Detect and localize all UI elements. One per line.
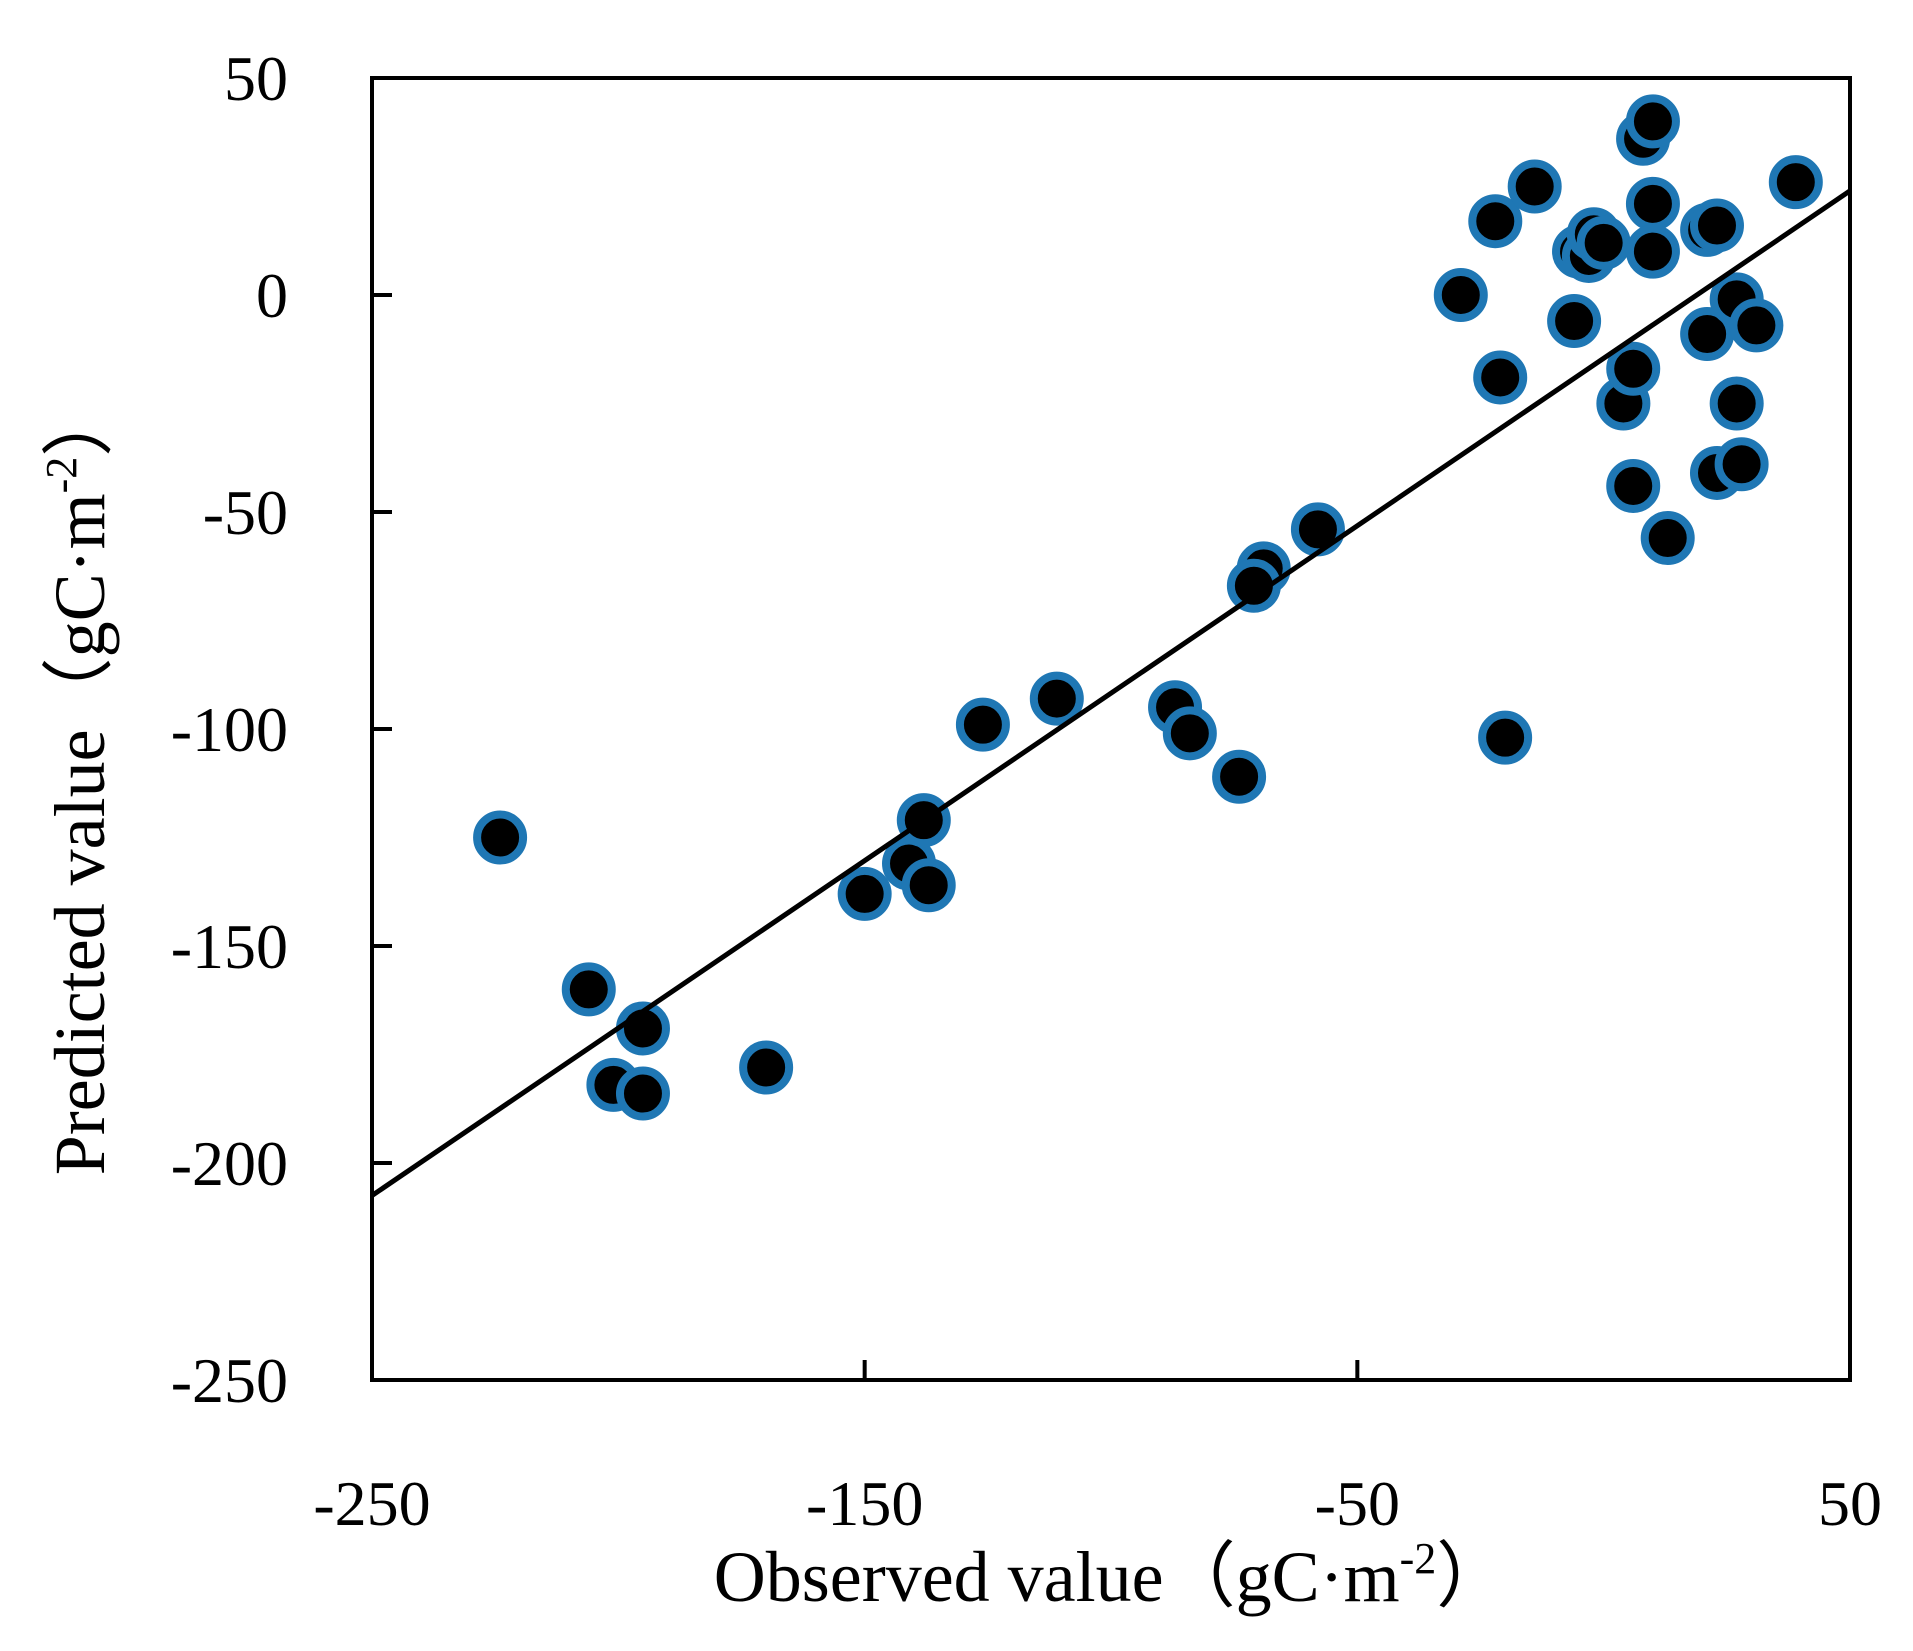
y-tick-label: 50 xyxy=(224,43,288,114)
data-point-45 xyxy=(1768,155,1823,210)
y-tick-label: -250 xyxy=(171,1345,288,1416)
x-tick-label: -250 xyxy=(313,1468,430,1539)
data-point-20 xyxy=(1468,194,1523,249)
y-tick-label: 0 xyxy=(256,260,288,331)
data-point-21 xyxy=(1473,350,1528,405)
data-point-33 xyxy=(1625,94,1680,149)
data-point-39 xyxy=(1689,198,1744,253)
x-tick-label: -50 xyxy=(1315,1468,1400,1539)
fit-line xyxy=(370,188,1852,1198)
data-point-7 xyxy=(837,866,892,921)
data-point-30 xyxy=(1606,341,1661,396)
data-point-2 xyxy=(561,962,616,1017)
data-point-5 xyxy=(615,1066,670,1121)
data-point-36 xyxy=(1640,511,1695,566)
plot-content xyxy=(370,94,1852,1198)
x-axis-title: Observed value（gC·m-2） xyxy=(714,1534,1509,1617)
y-axis-title: Predicted value（gC·m-2） xyxy=(37,385,120,1176)
data-point-18 xyxy=(1290,502,1345,557)
y-tick-label: -100 xyxy=(171,694,288,765)
y-tick-label: -50 xyxy=(203,477,288,548)
data-point-37 xyxy=(1680,307,1735,362)
y-tick-label: -200 xyxy=(171,1128,288,1199)
y-tick-label: -150 xyxy=(171,911,288,982)
data-point-17 xyxy=(1226,558,1281,613)
data-point-15 xyxy=(1212,749,1267,804)
data-point-23 xyxy=(1507,159,1562,214)
data-point-6 xyxy=(739,1040,794,1095)
data-point-11 xyxy=(955,697,1010,752)
data-point-1 xyxy=(473,810,528,865)
x-axis: -250 -150 -50 50 xyxy=(313,1360,1882,1539)
data-point-10 xyxy=(901,858,956,913)
data-point-42 xyxy=(1709,376,1764,431)
plot-frame xyxy=(370,76,1852,1382)
data-point-14 xyxy=(1162,706,1217,761)
data-point-34 xyxy=(1625,176,1680,231)
x-tick-label: 50 xyxy=(1818,1468,1882,1539)
data-point-12 xyxy=(1029,671,1084,726)
data-point-44 xyxy=(1729,298,1784,353)
data-point-22 xyxy=(1478,710,1533,765)
data-point-43 xyxy=(1714,437,1769,492)
data-point-19 xyxy=(1433,268,1488,322)
data-point-35 xyxy=(1625,224,1680,279)
y-axis: 50 0 -50 -100 -150 -200 -250 xyxy=(171,43,392,1416)
x-tick-label: -150 xyxy=(806,1468,923,1539)
data-point-31 xyxy=(1606,458,1661,513)
data-point-24 xyxy=(1547,294,1602,349)
data-point-28 xyxy=(1576,215,1631,270)
